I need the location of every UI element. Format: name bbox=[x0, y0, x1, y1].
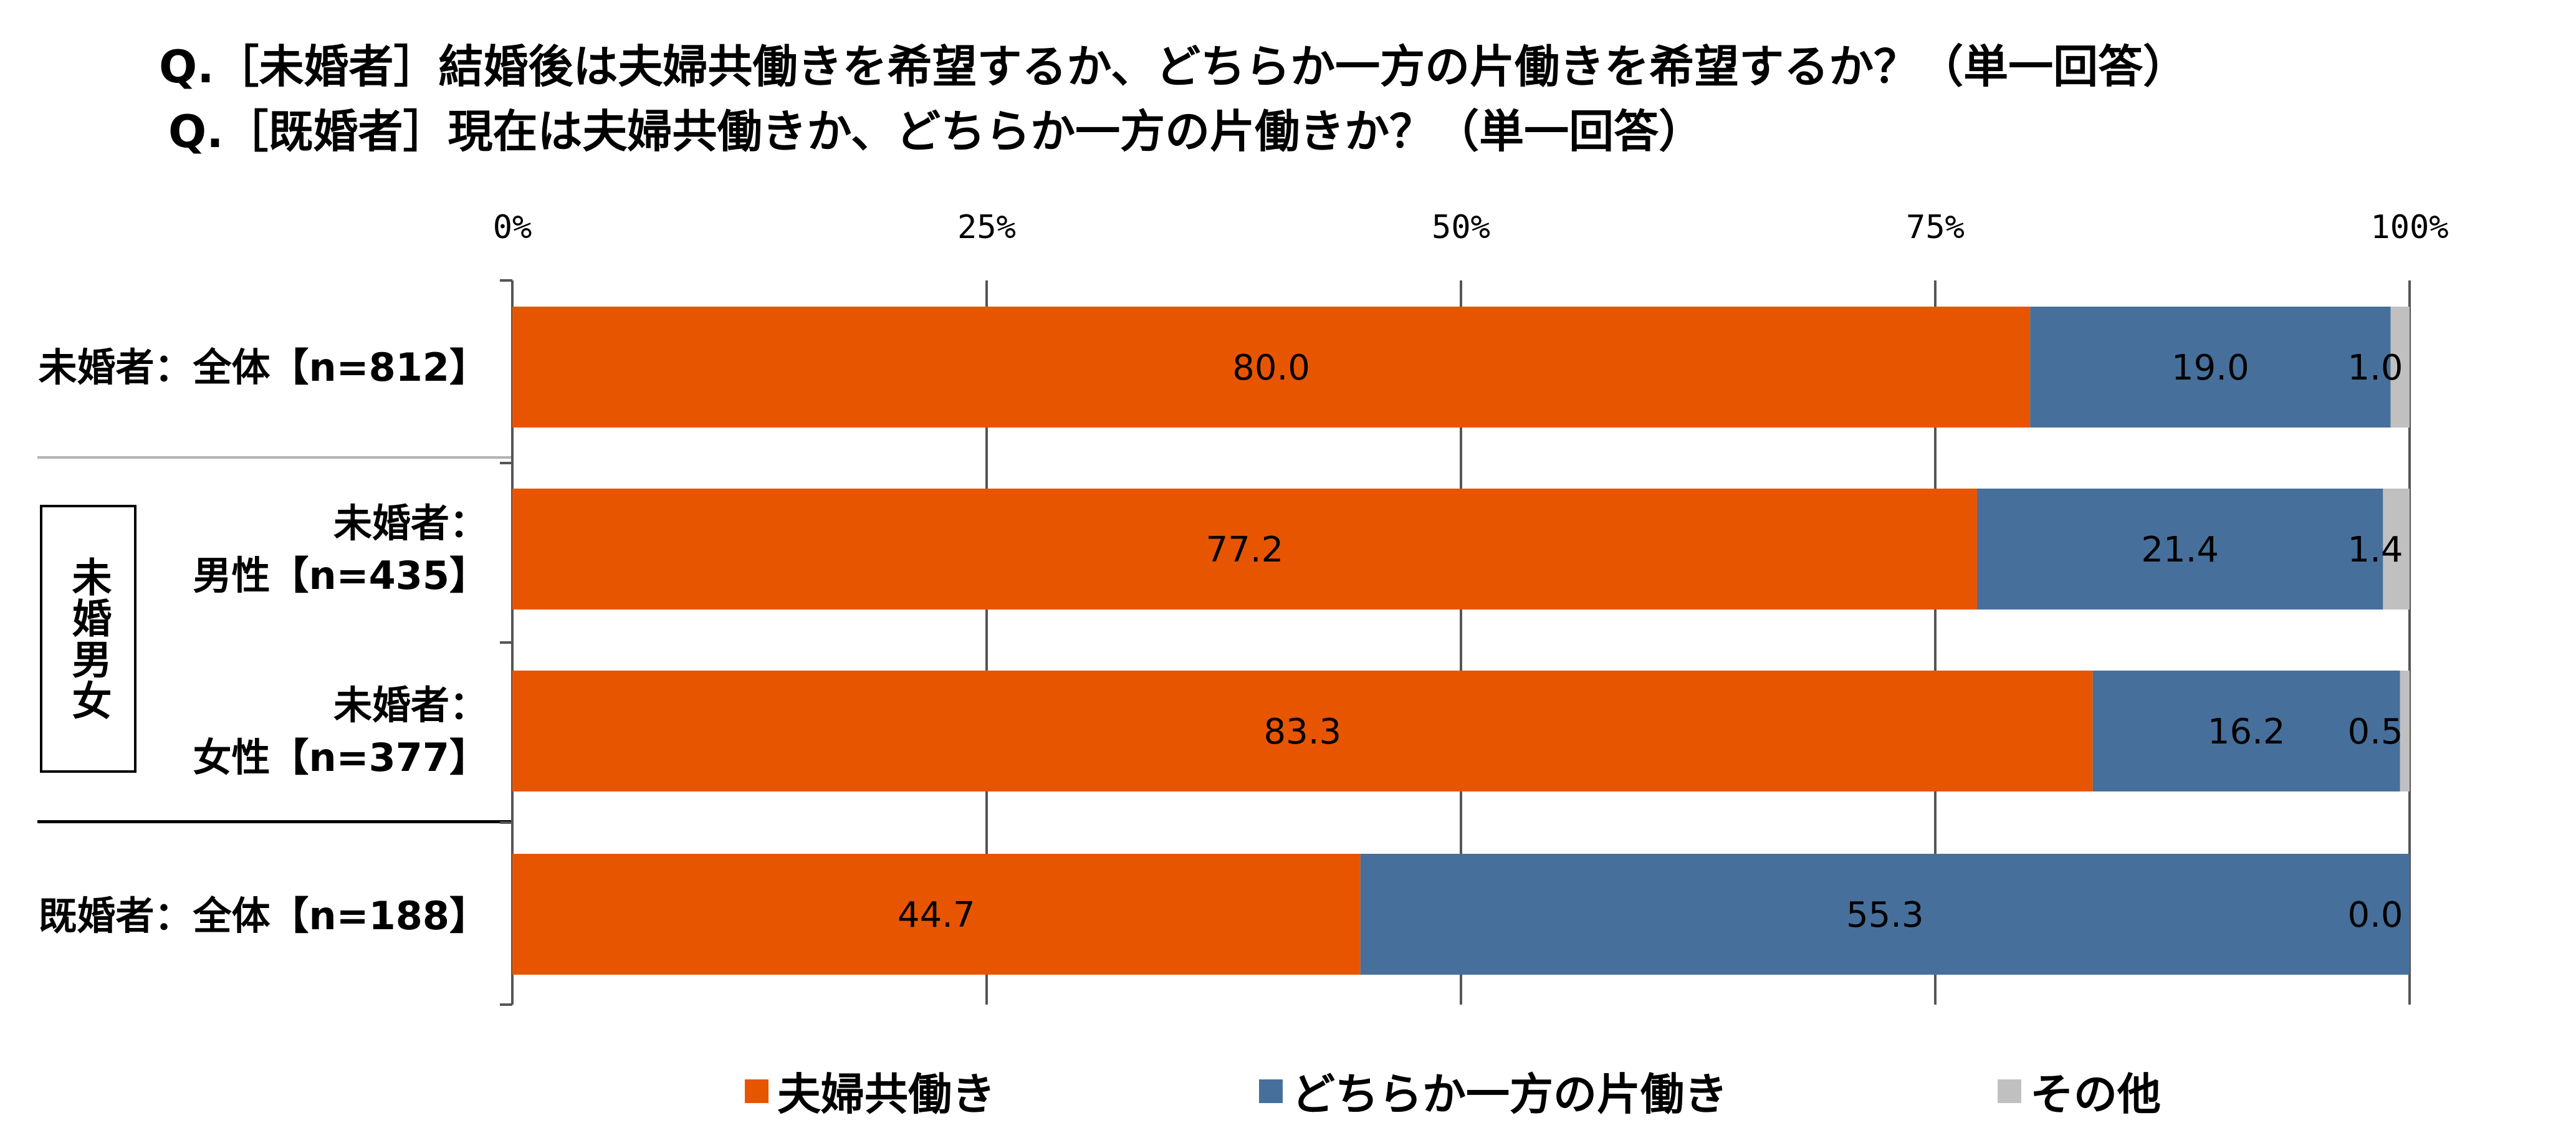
legend-label: 夫婦共働き bbox=[777, 1069, 995, 1120]
bar-segment bbox=[512, 307, 2031, 428]
chart-title-line-1: Q.［未婚者］結婚後は夫婦共働きを希望するか、どちらか一方の片働きを希望するか？… bbox=[159, 41, 2188, 93]
category-label-married-all: 既婚者：全体【n=188】 bbox=[38, 893, 488, 939]
data-label: 83.3 bbox=[1263, 712, 1341, 752]
data-label: 1.4 bbox=[2347, 530, 2403, 570]
legend-swatch bbox=[1998, 1079, 2021, 1103]
bar-segment bbox=[2092, 671, 2400, 791]
category-label-unmarried-male: 未婚者： 男性【n=435】 bbox=[193, 500, 488, 598]
data-label: 0.0 bbox=[2347, 895, 2403, 935]
legend-item-other: その他 bbox=[1998, 1059, 2161, 1122]
category-label-unmarried-female: 未婚者： 女性【n=377】 bbox=[193, 682, 488, 780]
category-label-unmarried-all: 未婚者：全体【n=812】 bbox=[38, 345, 488, 390]
bar-segment bbox=[512, 854, 1361, 975]
data-label: 16.2 bbox=[2208, 712, 2286, 752]
data-label: 19.0 bbox=[2171, 348, 2249, 388]
legend-item-both-working: 夫婦共働き bbox=[745, 1059, 995, 1122]
x-tick-label: 100% bbox=[2370, 209, 2449, 246]
x-tick-label: 75% bbox=[1906, 209, 1965, 246]
bar-segment bbox=[2030, 307, 2391, 428]
legend-label: どちらか一方の片働き bbox=[1291, 1069, 1728, 1120]
x-tick-label: 0% bbox=[492, 209, 532, 246]
legend-swatch bbox=[1259, 1079, 1283, 1103]
bar-segment bbox=[2400, 671, 2410, 791]
bar-segment bbox=[512, 671, 2093, 791]
legend-label: その他 bbox=[2030, 1069, 2161, 1120]
data-label: 1.0 bbox=[2347, 348, 2403, 388]
x-tick-label: 50% bbox=[1432, 209, 1490, 246]
data-label: 0.5 bbox=[2347, 712, 2403, 752]
chart-title-line-2: Q.［既婚者］現在は夫婦共働きか、どちらか一方の片働きか？（単一回答） bbox=[168, 105, 1704, 158]
row-separator bbox=[37, 456, 511, 459]
legend-swatch bbox=[745, 1079, 768, 1103]
legend-item-single-earner: どちらか一方の片働き bbox=[1259, 1059, 1728, 1122]
bar-segment bbox=[1360, 854, 2410, 975]
data-label: 77.2 bbox=[1206, 530, 1284, 570]
row-separator bbox=[37, 820, 511, 823]
bar-segment bbox=[2383, 489, 2410, 610]
group-label-box: 未婚男女 bbox=[40, 505, 136, 773]
bar-segment bbox=[1976, 489, 2383, 610]
data-label: 44.7 bbox=[898, 895, 975, 935]
x-tick-label: 25% bbox=[957, 209, 1016, 246]
data-label: 21.4 bbox=[2141, 530, 2219, 570]
data-label: 55.3 bbox=[1846, 895, 1924, 935]
group-label: 未婚男女 bbox=[65, 557, 112, 721]
bar-segment bbox=[2390, 307, 2410, 428]
bar-segment bbox=[512, 489, 1977, 610]
data-label: 80.0 bbox=[1232, 348, 1310, 388]
